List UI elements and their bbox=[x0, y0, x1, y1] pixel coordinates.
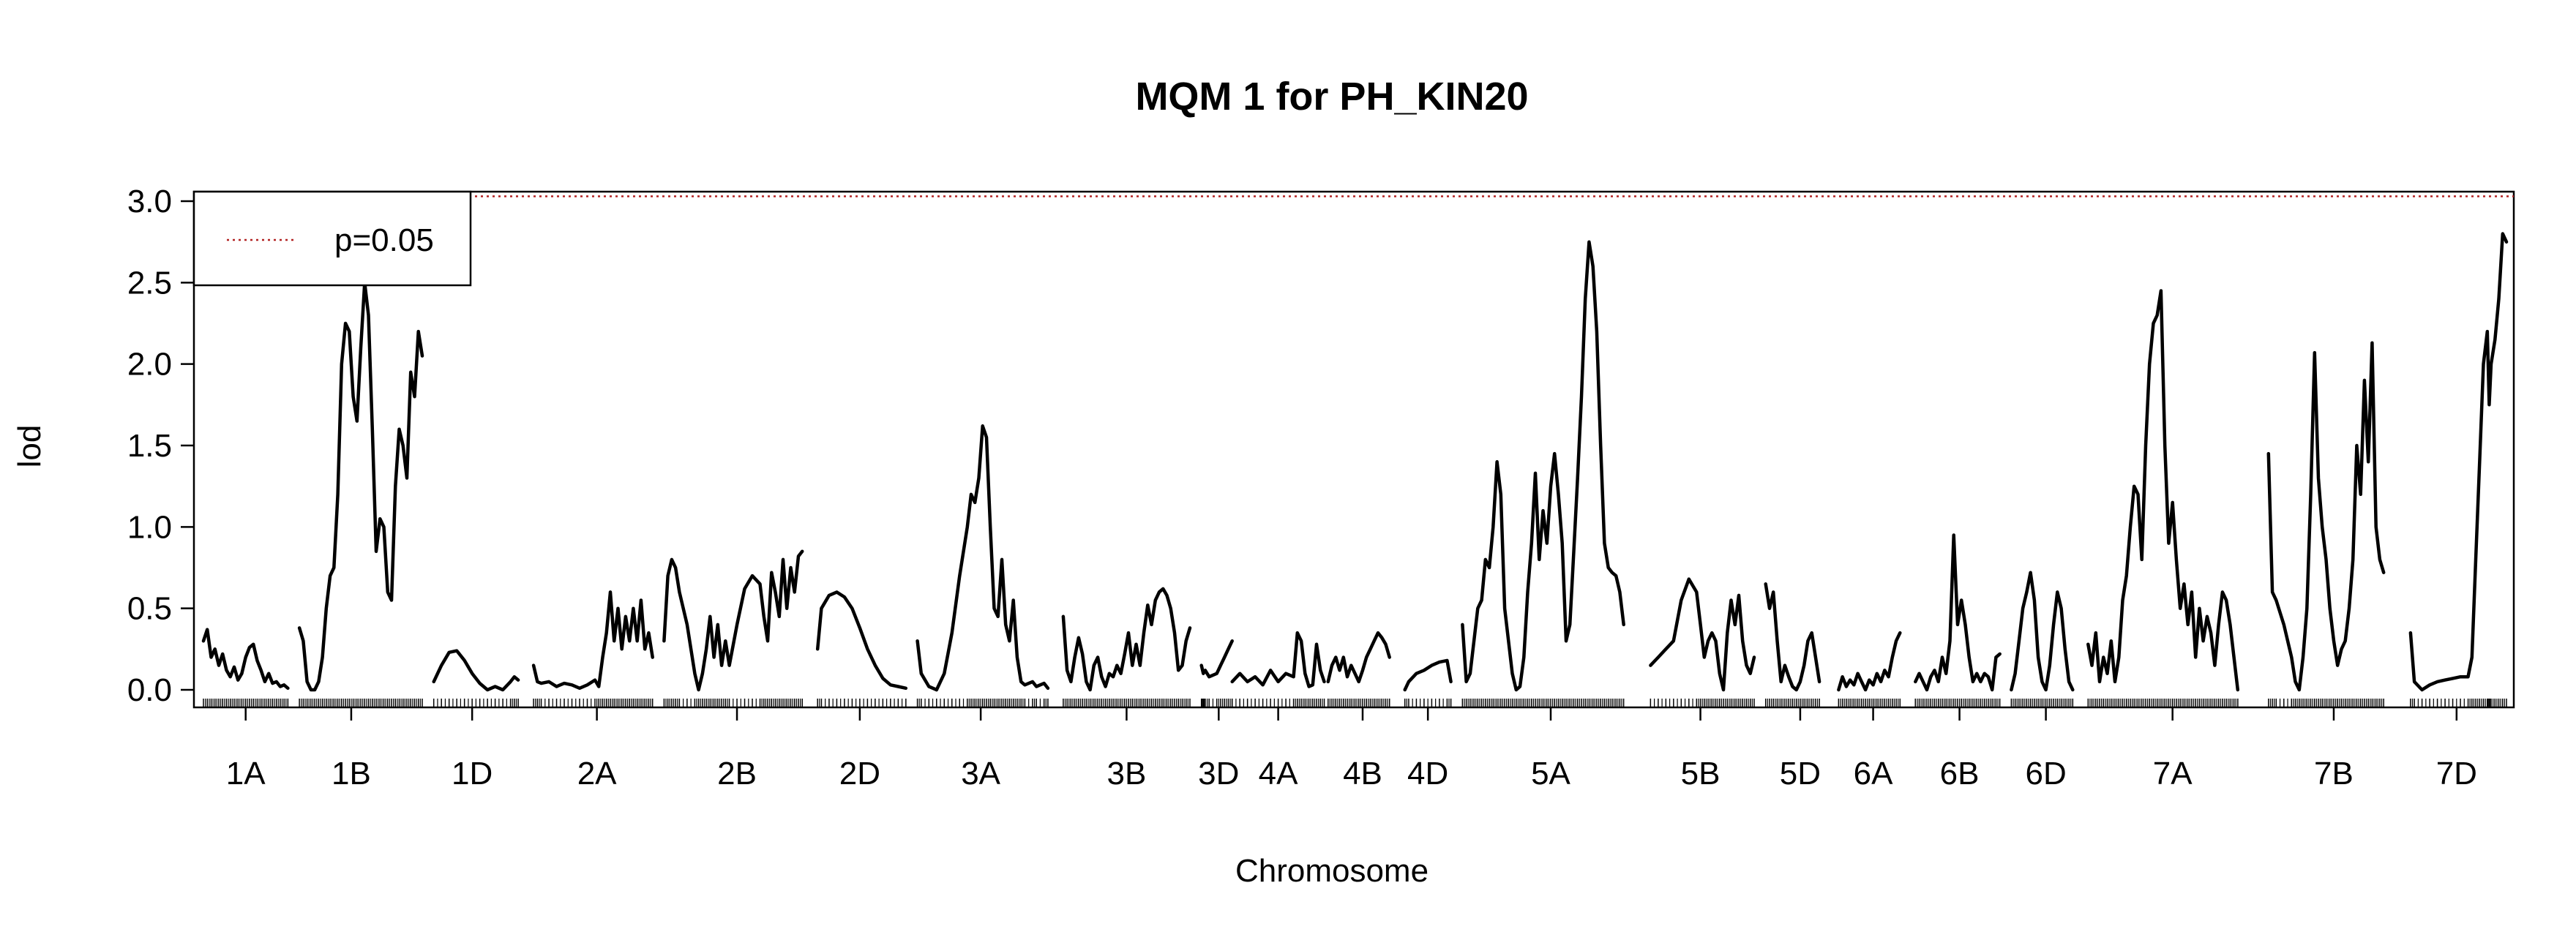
y-tick-label: 1.0 bbox=[127, 509, 172, 545]
lod-curve-1A bbox=[201, 628, 290, 691]
chromosome-label-4B: 4B bbox=[1343, 756, 1382, 792]
chromosome-label-1B: 1B bbox=[332, 756, 371, 792]
chromosome-label-5D: 5D bbox=[1780, 756, 1821, 792]
lod-curve-4A bbox=[1230, 631, 1326, 688]
lod-curve-2B bbox=[662, 549, 804, 692]
chromosome-label-7A: 7A bbox=[2153, 756, 2193, 792]
chromosome-label-3A: 3A bbox=[961, 756, 1000, 792]
lod-curve-3B bbox=[1061, 587, 1192, 692]
chromosome-label-6B: 6B bbox=[1940, 756, 1980, 792]
lod-curve-2A bbox=[531, 590, 654, 691]
chromosome-label-1D: 1D bbox=[452, 756, 493, 792]
lod-curve-3D bbox=[1199, 639, 1234, 679]
lod-curve-7D bbox=[2408, 232, 2509, 692]
chromosome-label-1A: 1A bbox=[226, 756, 266, 792]
lod-curve-5D bbox=[1764, 582, 1821, 692]
lod-curve-4D bbox=[1403, 658, 1453, 692]
plot-frame bbox=[192, 190, 2515, 709]
lod-curve-5B bbox=[1649, 577, 1756, 692]
y-axis-label: lod bbox=[12, 425, 48, 468]
lod-curve-1B bbox=[297, 281, 424, 692]
y-tick-label: 0.5 bbox=[127, 591, 172, 627]
lod-curve-7A bbox=[2086, 289, 2240, 692]
y-tick-label: 2.5 bbox=[127, 265, 172, 301]
chromosome-label-3B: 3B bbox=[1107, 756, 1147, 792]
lod-curve-6D bbox=[2010, 571, 2075, 692]
chromosome-label-3D: 3D bbox=[1198, 756, 1239, 792]
chromosome-label-7D: 7D bbox=[2436, 756, 2477, 792]
lod-curve-4B bbox=[1326, 631, 1391, 684]
lod-curve-2D bbox=[815, 590, 908, 691]
lod-curve-6A bbox=[1837, 631, 1902, 692]
chromosome-label-2D: 2D bbox=[839, 756, 880, 792]
lod-curve-7B bbox=[2266, 341, 2386, 692]
y-tick-label: 3.0 bbox=[127, 184, 172, 219]
chart-title: MQM 1 for PH_KIN20 bbox=[1135, 75, 1528, 119]
chromosome-label-2B: 2B bbox=[717, 756, 757, 792]
y-tick-label: 0.0 bbox=[127, 672, 172, 708]
chromosome-label-4D: 4D bbox=[1407, 756, 1448, 792]
lod-curve-3A bbox=[916, 424, 1050, 692]
x-axis-label: Chromosome bbox=[1235, 853, 1429, 889]
chromosome-label-5A: 5A bbox=[1531, 756, 1570, 792]
lod-curve-1D bbox=[432, 649, 520, 692]
legend-label: p=0.05 bbox=[334, 222, 434, 258]
chromosome-label-6D: 6D bbox=[2025, 756, 2066, 792]
y-tick-label: 1.5 bbox=[127, 428, 172, 464]
chromosome-label-6A: 6A bbox=[1854, 756, 1893, 792]
chromosome-label-2A: 2A bbox=[577, 756, 617, 792]
chromosome-label-4A: 4A bbox=[1259, 756, 1298, 792]
lod-curve-6B bbox=[1914, 533, 2002, 692]
y-tick-label: 2.0 bbox=[127, 347, 172, 383]
chromosome-label-7B: 7B bbox=[2314, 756, 2354, 792]
legend-box bbox=[192, 190, 472, 287]
chromosome-label-5B: 5B bbox=[1681, 756, 1721, 792]
lod-curve-5A bbox=[1461, 240, 1625, 692]
